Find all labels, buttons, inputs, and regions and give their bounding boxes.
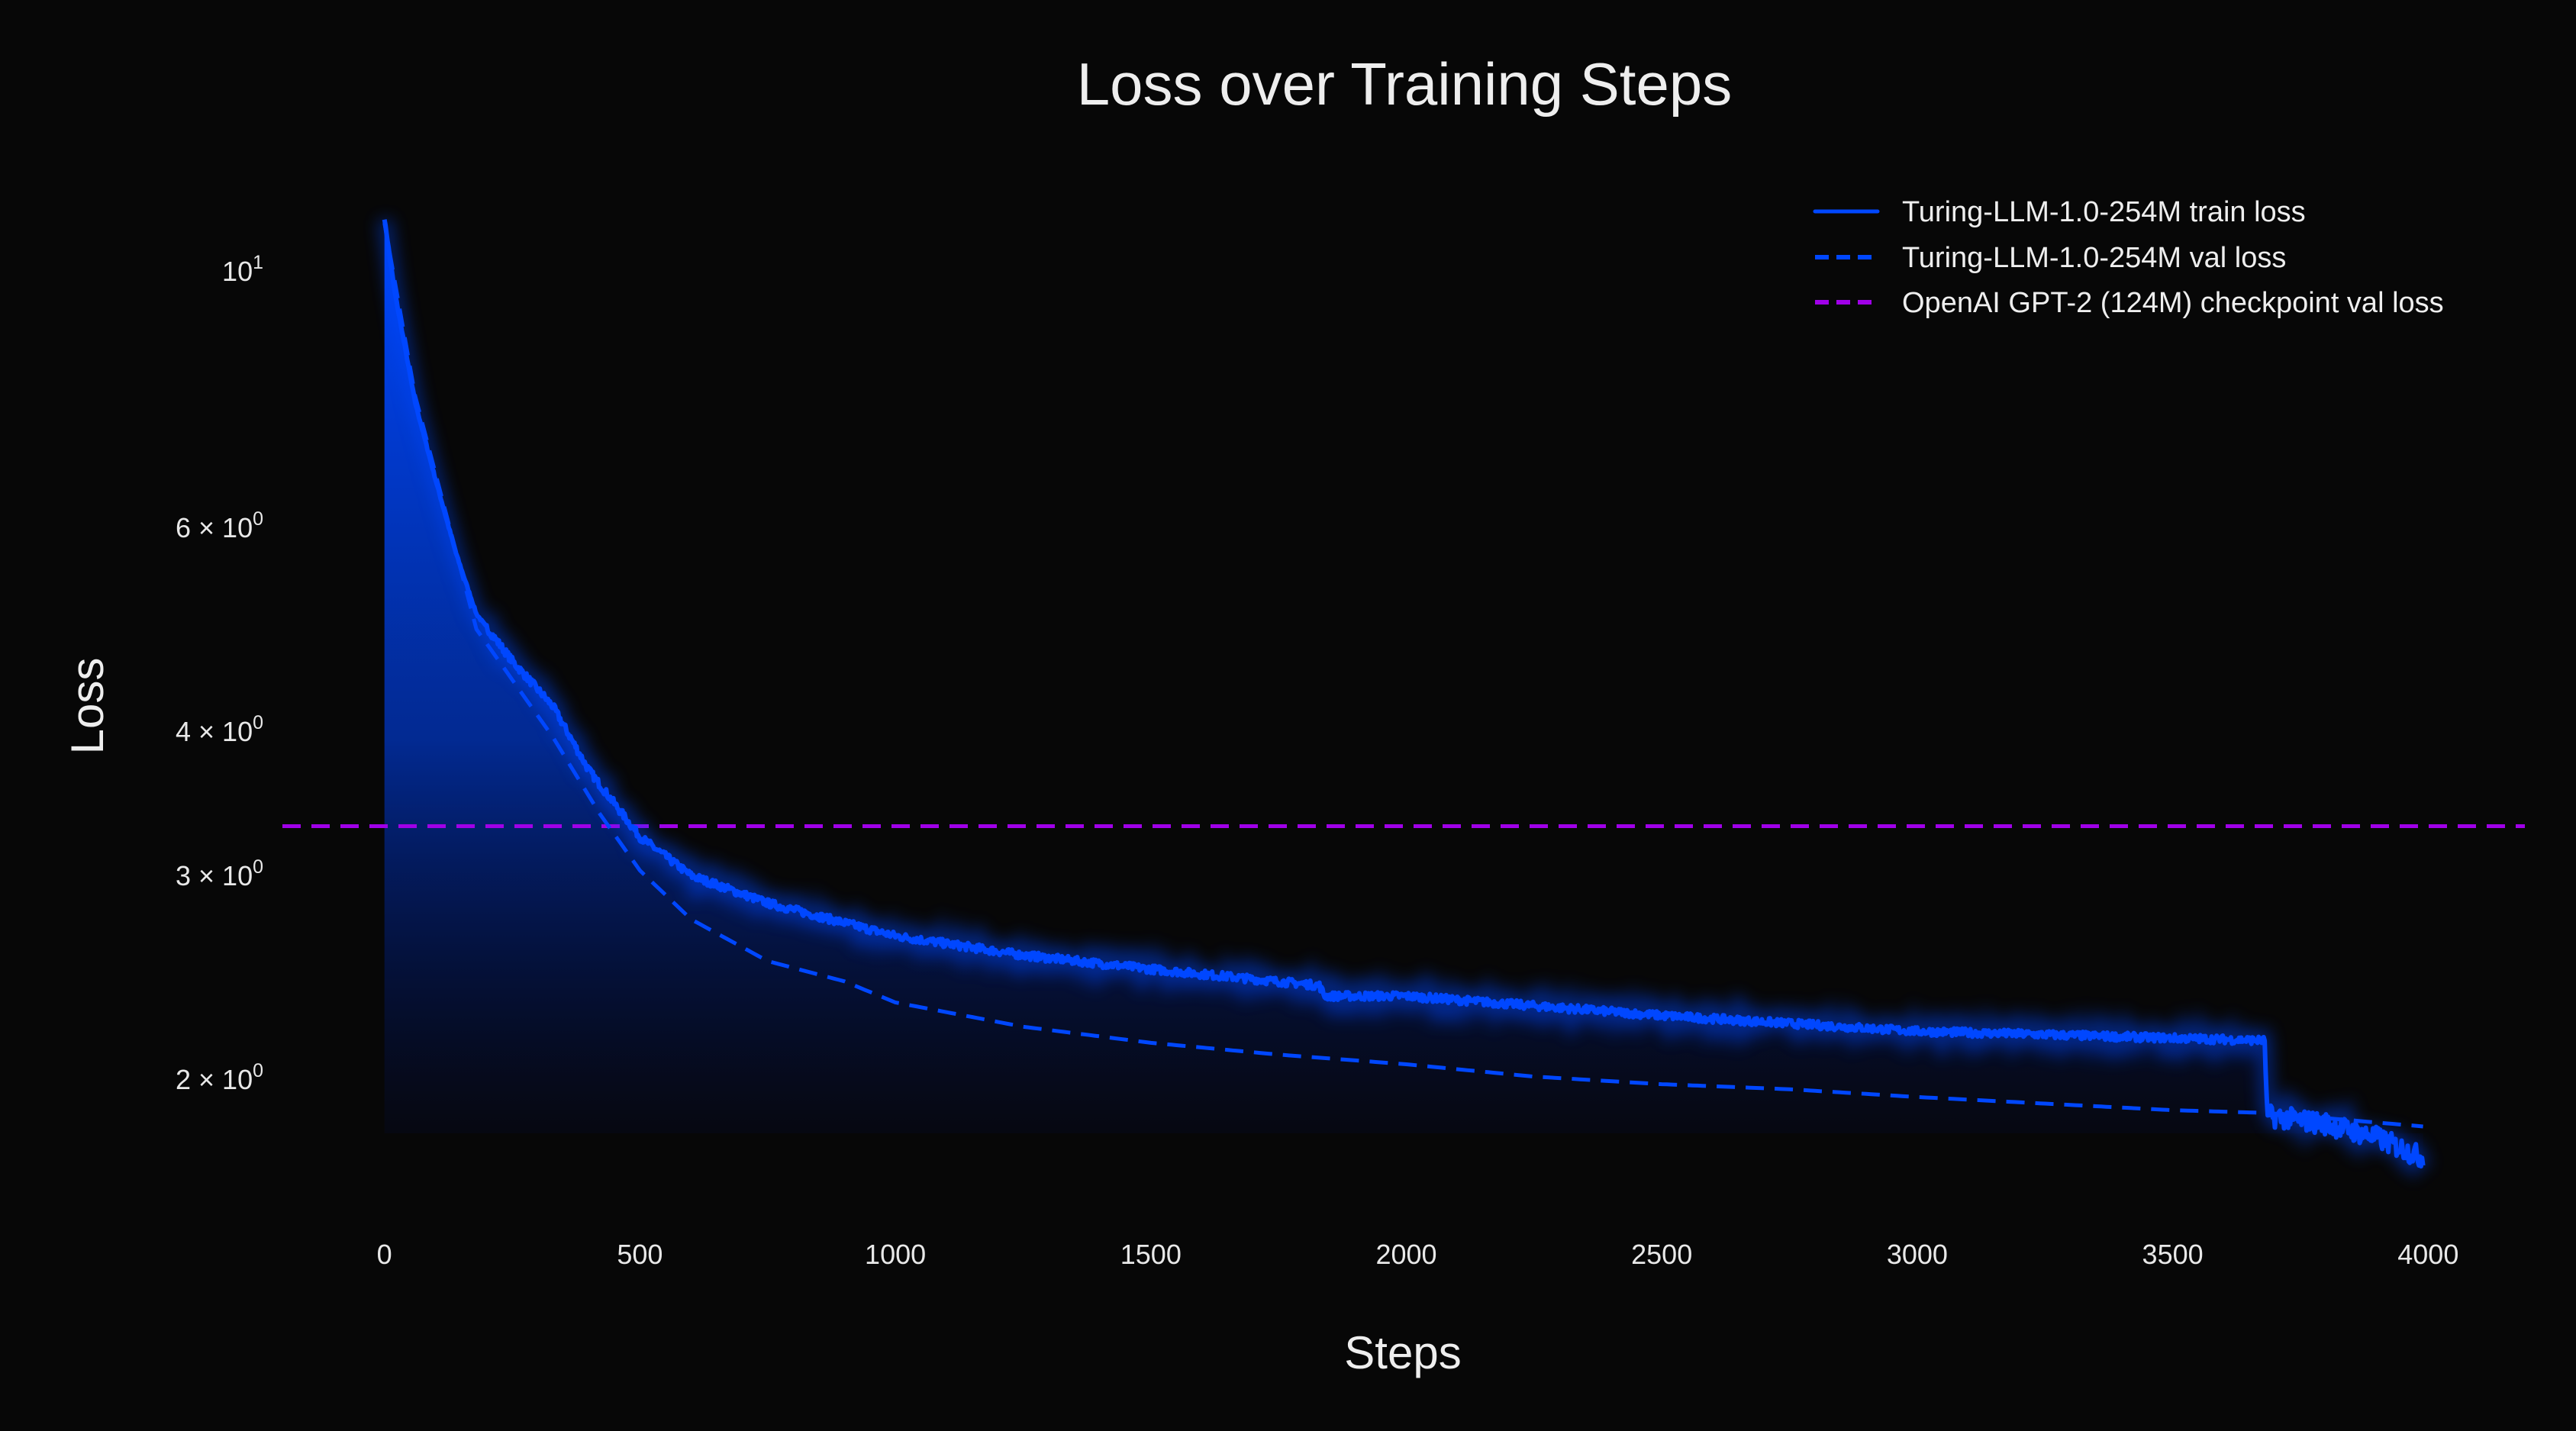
legend: Turing-LLM-1.0-254M train loss Turing-LL…	[1813, 196, 2444, 319]
x-tick-label: 3000	[1887, 1239, 1948, 1270]
y-tick-label: 3 × 100	[176, 856, 263, 891]
x-tick-label: 1000	[865, 1239, 926, 1270]
plot-area	[282, 218, 2525, 1181]
chart-title: Loss over Training Steps	[1077, 50, 1732, 118]
x-tick-label: 500	[617, 1239, 663, 1270]
y-ticks: 101 6 × 100 4 × 100 3 × 100 2 × 100	[176, 252, 263, 1095]
y-tick-label: 101	[222, 252, 263, 287]
y-tick-label: 6 × 100	[176, 508, 263, 543]
legend-label-gpt2: OpenAI GPT-2 (124M) checkpoint val loss	[1902, 287, 2444, 319]
y-axis-label: Loss	[62, 658, 113, 755]
legend-label-train: Turing-LLM-1.0-254M train loss	[1902, 196, 2306, 228]
train-loss-fill	[384, 219, 2423, 1167]
legend-label-val: Turing-LLM-1.0-254M val loss	[1902, 242, 2286, 274]
x-tick-label: 2000	[1375, 1239, 1436, 1270]
y-tick-label: 2 × 100	[176, 1060, 263, 1095]
x-ticks: 0 500 1000 1500 2000 2500 3000 3500 4000	[377, 1239, 2459, 1270]
train-loss-line	[382, 219, 2426, 1168]
x-tick-label: 1500	[1120, 1239, 1182, 1270]
val-loss-line	[382, 222, 2423, 1129]
x-tick-label: 3500	[2142, 1239, 2204, 1270]
x-axis-label: Steps	[1344, 1327, 1461, 1378]
x-tick-label: 2500	[1631, 1239, 1692, 1270]
x-tick-label: 4000	[2397, 1239, 2458, 1270]
y-tick-label: 4 × 100	[176, 712, 263, 747]
x-tick-label: 0	[377, 1239, 392, 1270]
